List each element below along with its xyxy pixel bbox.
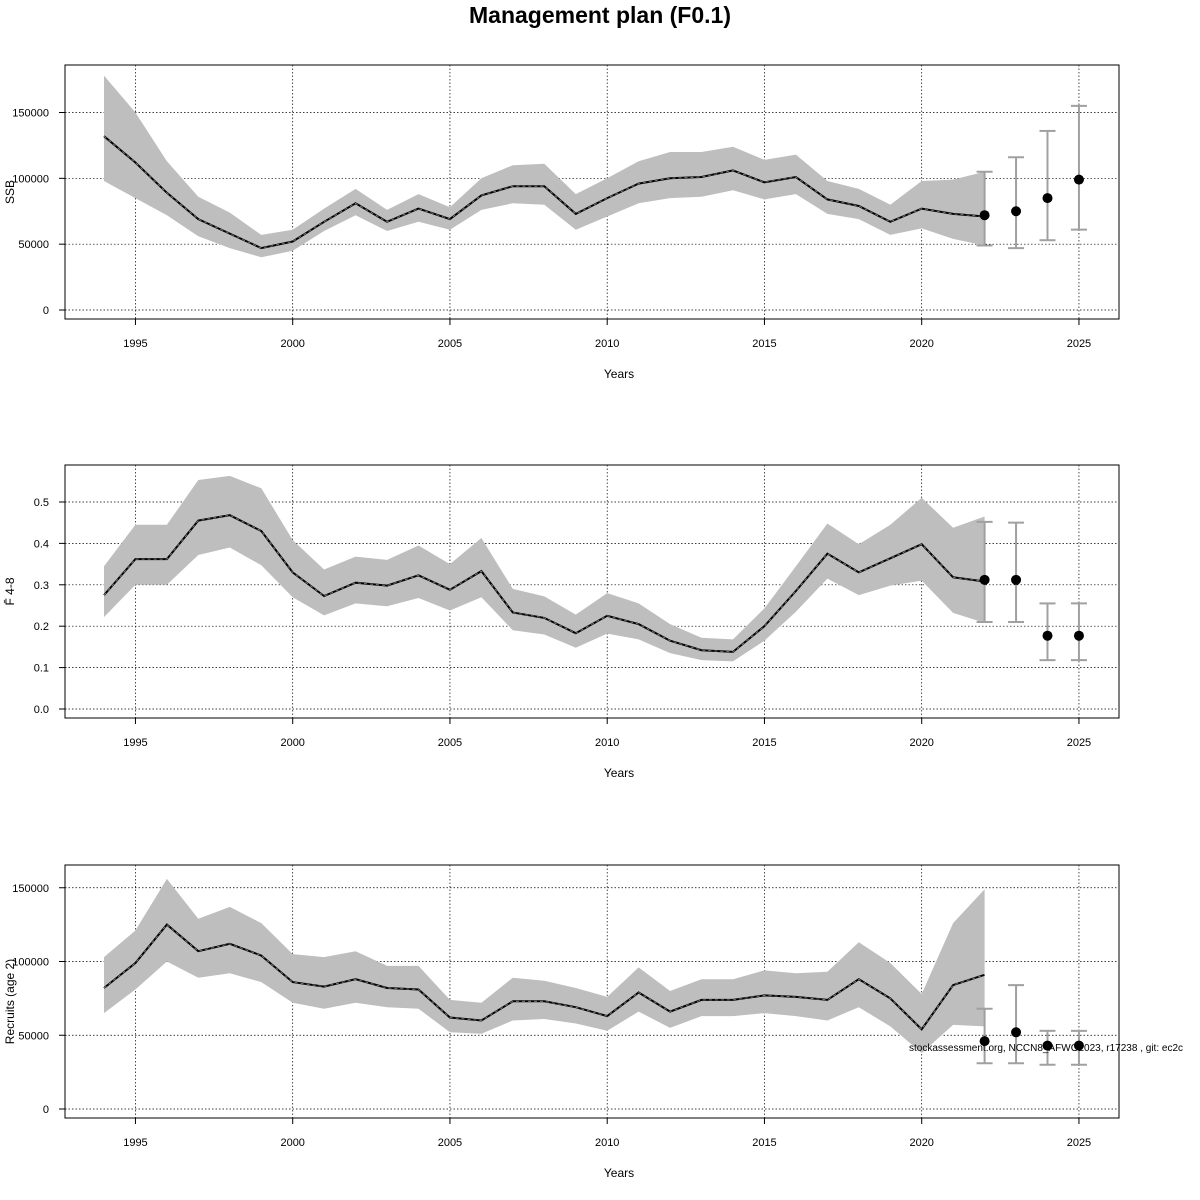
forecast-point [1073, 174, 1084, 185]
y-tick-label: 0.4 [34, 538, 49, 550]
x-tick-label: 1995 [123, 1137, 147, 1149]
y-tick-label: 0 [43, 1104, 49, 1116]
y-tick-label: 0 [43, 305, 49, 317]
x-tick-label: 2005 [438, 1137, 462, 1149]
panel-1: 1995 2000 2005 2010 2015 2020 2025 0 50000 100000… [3, 64, 1120, 381]
forecast-point [1011, 206, 1022, 217]
y-tick-label: 100000 [12, 173, 49, 185]
y-tick-label: 0.0 [34, 704, 49, 716]
y-tick-label: 0.2 [34, 621, 49, 633]
x-tick-label: 1995 [123, 338, 147, 350]
x-tick-label: 2010 [595, 737, 619, 749]
forecast-point [1042, 1040, 1053, 1051]
panel-3: 1995 2000 2005 2010 2015 2020 2025 0 50000 100000… [3, 864, 1120, 1180]
footnote: stockassessment.org, NCCN8_AFWG2023, r17… [909, 1043, 1183, 1054]
forecast-point [979, 210, 990, 221]
estimate-line-dash [103, 514, 985, 653]
x-axis-title: Years [604, 1166, 634, 1180]
x-tick-label: 2020 [909, 1137, 933, 1149]
x-tick-label: 2020 [909, 338, 933, 350]
y-tick-label: 0.1 [34, 663, 49, 675]
x-tick-label: 2000 [280, 1137, 304, 1149]
y-axis-title: SSB [3, 180, 17, 204]
forecast-point [1073, 630, 1084, 641]
confidence-band [104, 475, 985, 662]
x-tick-label: 2005 [438, 338, 462, 350]
forecast-point [1073, 1040, 1084, 1051]
y-tick-label: 150000 [12, 883, 49, 895]
y-tick-label: 0.3 [34, 580, 49, 592]
chart-title: Management plan (F0.1) [469, 2, 731, 28]
x-tick-label: 2020 [909, 737, 933, 749]
x-tick-label: 2025 [1067, 1137, 1091, 1149]
forecast-point [1011, 1027, 1022, 1038]
forecast-point [1011, 574, 1022, 585]
y-tick-label: 50000 [18, 1030, 49, 1042]
y-tick-label: 150000 [12, 108, 49, 120]
plot-frame [64, 464, 1120, 719]
confidence-band [104, 75, 985, 258]
x-tick-label: 2005 [438, 737, 462, 749]
x-axis-title: Years [604, 766, 634, 780]
y-axis-title: Recruits (age 2) [3, 959, 17, 1044]
y-tick-label: 0.5 [34, 497, 49, 509]
panel-2: 1995 2000 2005 2010 2015 2020 2025 0.0 0.1 0.2 0.3… [3, 464, 1120, 780]
forecast-point [1042, 193, 1053, 204]
plot-frame [64, 864, 1120, 1119]
x-tick-label: 2015 [752, 338, 776, 350]
plot-frame [64, 64, 1120, 320]
forecast-point [979, 574, 990, 585]
x-axis-title: Years [604, 367, 634, 381]
x-tick-label: 1995 [123, 737, 147, 749]
confidence-band [104, 878, 985, 1053]
x-tick-label: 2010 [595, 1137, 619, 1149]
forecast-point [979, 1036, 990, 1047]
x-tick-label: 2015 [752, 737, 776, 749]
x-tick-label: 2025 [1067, 338, 1091, 350]
x-tick-label: 2025 [1067, 737, 1091, 749]
y-tick-label: 50000 [18, 239, 49, 251]
y-tick-label: 100000 [12, 957, 49, 969]
x-tick-label: 2000 [280, 338, 304, 350]
y-axis-title: F̄ 4-8 [3, 577, 17, 605]
x-tick-label: 2010 [595, 338, 619, 350]
forecast-point [1042, 630, 1053, 641]
estimate-line-dash [103, 135, 985, 249]
x-tick-label: 2000 [280, 737, 304, 749]
estimate-line [103, 923, 985, 1031]
x-tick-label: 2015 [752, 1137, 776, 1149]
